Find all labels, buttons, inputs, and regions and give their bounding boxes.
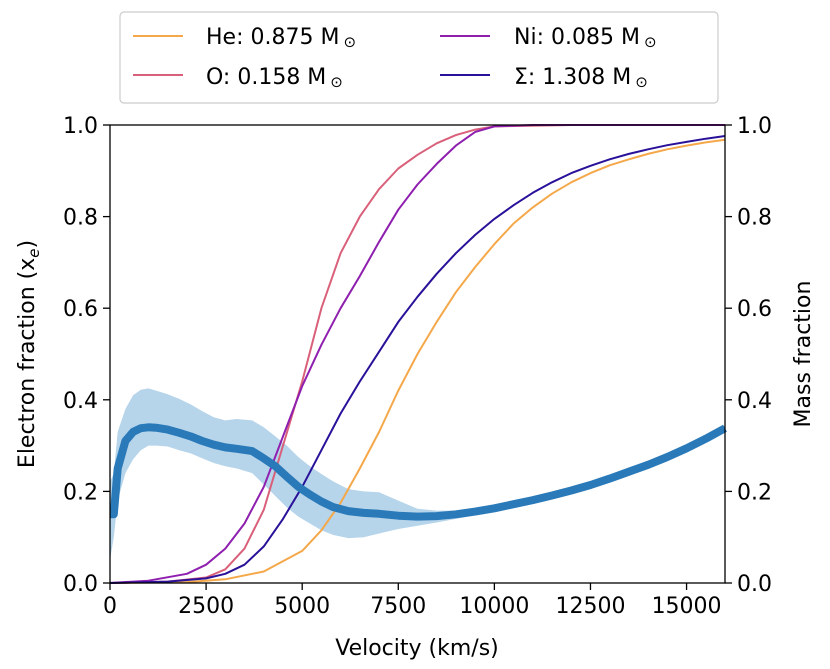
electron-fraction-band	[110, 388, 725, 561]
x-tick-label: 7500	[370, 594, 426, 619]
x-axis-ticks: 0 2500 5000 7500 10000 12500 15000	[103, 583, 722, 619]
plot-frame	[109, 124, 726, 584]
x-tick-label: 0	[103, 594, 117, 619]
electron-fraction-mean-layer	[109, 423, 727, 521]
legend-label-o: O: 0.158 M ⊙	[206, 65, 343, 91]
x-axis-title: Velocity (km/s)	[335, 636, 499, 661]
legend-label-he: He: 0.875 M ⊙	[206, 25, 356, 51]
legend-frame	[119, 11, 719, 104]
y-right-tick-label: 0.2	[737, 480, 772, 505]
y-left-tick-label: 0.6	[63, 297, 98, 322]
y-left-tick-label: 0.8	[63, 206, 98, 231]
series-line-ni	[109, 124, 725, 584]
y-right-tick-label: 0.4	[737, 389, 772, 414]
x-tick-label: 5000	[274, 594, 330, 619]
series-line-o	[109, 124, 725, 584]
sun-symbol: ⊙	[343, 33, 356, 51]
y-right-tick-label: 0.6	[737, 297, 772, 322]
y-axis-left-ticks: 0.0 0.2 0.4 0.6 0.8 1.0	[63, 114, 110, 597]
y-axis-left-title-subscript: e	[25, 249, 43, 258]
y-right-tick-label: 1.0	[737, 114, 772, 139]
legend: He: 0.875 M ⊙ Ni: 0.085 M ⊙ O: 0.158 M ⊙ Σ:…	[119, 11, 719, 104]
mass-fraction-lines-layer	[109, 124, 726, 584]
x-tick-label: 15000	[652, 594, 722, 619]
electron-fraction-mean-line	[109, 423, 727, 521]
legend-label-ni: Ni: 0.085 M ⊙	[514, 25, 657, 51]
x-tick-label: 2500	[178, 594, 234, 619]
x-tick-label: 10000	[459, 594, 529, 619]
legend-entry-he: He: 0.875 M ⊙	[133, 25, 356, 51]
y-axis-right-ticks: 0.0 0.2 0.4 0.6 0.8 1.0	[725, 114, 772, 597]
electron-fraction-band-layer	[110, 388, 725, 561]
series-line-he	[109, 138, 726, 584]
legend-entry-sigma: Σ: 1.308 M ⊙	[440, 65, 648, 91]
y-right-tick-label: 0.8	[737, 206, 772, 231]
y-left-tick-label: 0.4	[63, 389, 98, 414]
y-left-tick-label: 0.0	[63, 572, 98, 597]
legend-label-sigma: Σ: 1.308 M ⊙	[514, 65, 648, 91]
sun-symbol: ⊙	[644, 33, 657, 51]
sun-symbol: ⊙	[330, 73, 343, 91]
y-left-tick-label: 1.0	[63, 114, 98, 139]
series-line-sigma	[109, 135, 726, 584]
legend-entry-ni: Ni: 0.085 M ⊙	[440, 25, 657, 51]
legend-entry-o: O: 0.158 M ⊙	[133, 65, 343, 91]
sun-symbol: ⊙	[635, 73, 648, 91]
x-tick-label: 12500	[555, 594, 625, 619]
y-axis-left-title: Electron fraction (xe)	[15, 240, 43, 468]
y-right-tick-label: 0.0	[737, 572, 772, 597]
y-left-tick-label: 0.2	[63, 480, 98, 505]
y-axis-right-title: Mass fraction	[791, 281, 816, 428]
